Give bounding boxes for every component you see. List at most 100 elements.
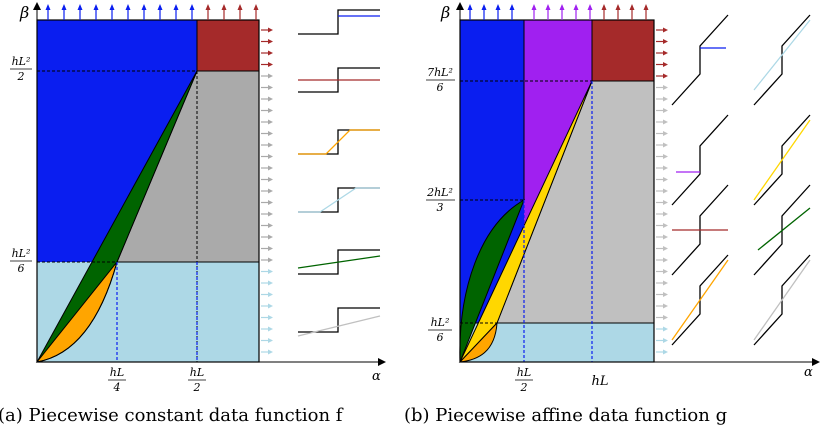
svg-text:6: 6: [437, 331, 444, 344]
svg-text:6: 6: [18, 262, 25, 275]
svg-text:2: 2: [17, 70, 25, 83]
outflow-arrow-head: [663, 338, 668, 343]
panel-b-regions: [458, 19, 655, 363]
outflow-arrow-head: [663, 292, 668, 297]
y-tick-b-2: 2hL² 3: [426, 186, 455, 214]
outflow-arrow-head: [268, 62, 273, 67]
outflow-arrow-head: [663, 108, 668, 113]
data-profile-dark_green: [757, 207, 811, 251]
inflow-arrow-head: [643, 4, 649, 10]
outflow-arrow-head: [663, 326, 668, 332]
panel-b-guides: [460, 80, 593, 362]
outflow-arrow-head: [663, 27, 668, 33]
inflow-arrow-head: [109, 4, 115, 10]
slanted-profile: [671, 14, 729, 106]
outflow-arrow-head: [268, 177, 273, 182]
svg-text:3: 3: [437, 201, 444, 214]
outflow-arrow-head: [268, 246, 273, 251]
y-axis-label-b: β: [440, 3, 450, 22]
inflow-arrow-head: [601, 4, 607, 10]
outflow-arrow-head: [663, 50, 668, 56]
data-profile-silver: [753, 259, 811, 341]
inflow-arrow-head: [157, 4, 163, 10]
region-darkred-b: [592, 20, 654, 81]
inflow-arrow-head: [545, 4, 551, 10]
outflow-arrow-head: [663, 280, 668, 286]
region-darkred-a: [197, 20, 259, 71]
inflow-arrow-head: [509, 4, 515, 10]
inflow-arrow-head: [77, 4, 83, 10]
panel-a-boundary-arrows: [45, 4, 273, 355]
inflow-arrow-head: [141, 4, 147, 10]
outflow-arrow-head: [663, 154, 668, 159]
outflow-arrow-head: [663, 223, 668, 228]
inflow-arrow-head: [587, 4, 593, 10]
data-profile-silver: [297, 315, 381, 337]
outflow-arrow-head: [268, 85, 273, 90]
outflow-arrow-head: [268, 257, 273, 263]
outflow-arrow-head: [663, 96, 668, 102]
x-axis-label-a: α: [372, 369, 381, 384]
svg-text:2hL²: 2hL²: [426, 186, 453, 199]
svg-text:hL: hL: [110, 366, 124, 379]
x-tick-a-2: hL 2: [188, 366, 206, 394]
inflow-arrow-head: [629, 4, 635, 10]
outflow-arrow-head: [268, 165, 273, 171]
outflow-arrow-head: [663, 211, 668, 217]
outflow-arrow-head: [268, 27, 273, 33]
inflow-arrow-head: [615, 4, 621, 10]
caption-b: (b) Piecewise affine data function g: [404, 405, 727, 426]
inflow-arrow-head: [467, 4, 473, 10]
outflow-arrow-head: [663, 269, 668, 274]
panel-a: β α hL² 2 hL² 6 hL 4 hL 2 (a) Piecewise …: [0, 2, 386, 426]
panel-b: β α 7hL² 6 2hL² 3 hL² 6 hL 2 hL (b) Piec…: [404, 2, 820, 426]
inflow-arrow-head: [221, 4, 227, 10]
outflow-arrow-head: [268, 269, 273, 274]
panel-a-regions: [35, 19, 260, 363]
panel-b-axes: [456, 2, 820, 366]
outflow-arrow-head: [663, 246, 668, 251]
outflow-arrow-head: [268, 188, 273, 194]
outflow-arrow-head: [268, 280, 273, 286]
y-tick-a-2: hL² 6: [10, 247, 32, 275]
outflow-arrow-head: [268, 234, 273, 240]
outflow-arrow-head: [268, 73, 273, 79]
svg-text:hL: hL: [517, 366, 531, 379]
outflow-arrow-head: [268, 223, 273, 228]
data-profile-light_blue: [298, 187, 380, 213]
panel-a-axes: [33, 2, 386, 366]
inflow-arrow-head: [559, 4, 565, 10]
outflow-arrow-head: [663, 73, 668, 79]
svg-text:2: 2: [193, 381, 201, 394]
x-tick-b-2: hL: [591, 374, 608, 389]
svg-text:4: 4: [113, 381, 121, 394]
inflow-arrow-head: [173, 4, 179, 10]
x-axis-label-b: α: [804, 365, 813, 380]
outflow-arrow-head: [663, 131, 668, 136]
outflow-arrow-head: [663, 315, 668, 320]
svg-text:2: 2: [520, 381, 528, 394]
outflow-arrow-head: [663, 85, 668, 90]
panel-a-guides: [37, 70, 198, 362]
svg-text:hL²: hL²: [12, 247, 31, 260]
svg-text:6: 6: [437, 81, 444, 94]
inflow-arrow-head: [531, 4, 537, 10]
caption-a: (a) Piecewise constant data function f: [0, 405, 344, 426]
outflow-arrow-head: [268, 292, 273, 297]
inflow-arrow-head: [573, 4, 579, 10]
step-profile: [298, 129, 380, 155]
outflow-arrow-head: [663, 200, 668, 205]
outflow-arrow-head: [663, 177, 668, 182]
x-tick-a-1: hL 4: [108, 366, 126, 394]
outflow-arrow-head: [663, 165, 668, 171]
slanted-profile: [671, 114, 729, 206]
outflow-arrow-head: [663, 349, 668, 355]
x-tick-b-1: hL 2: [515, 366, 533, 394]
inflow-arrow-head: [61, 4, 67, 10]
inflow-arrow-head: [253, 4, 259, 10]
outflow-arrow-head: [268, 50, 273, 56]
outflow-arrow-head: [268, 131, 273, 136]
svg-text:hL²: hL²: [431, 316, 450, 329]
y-axis-label-a: β: [19, 3, 29, 22]
y-tick-a-1: hL² 2: [10, 55, 32, 83]
